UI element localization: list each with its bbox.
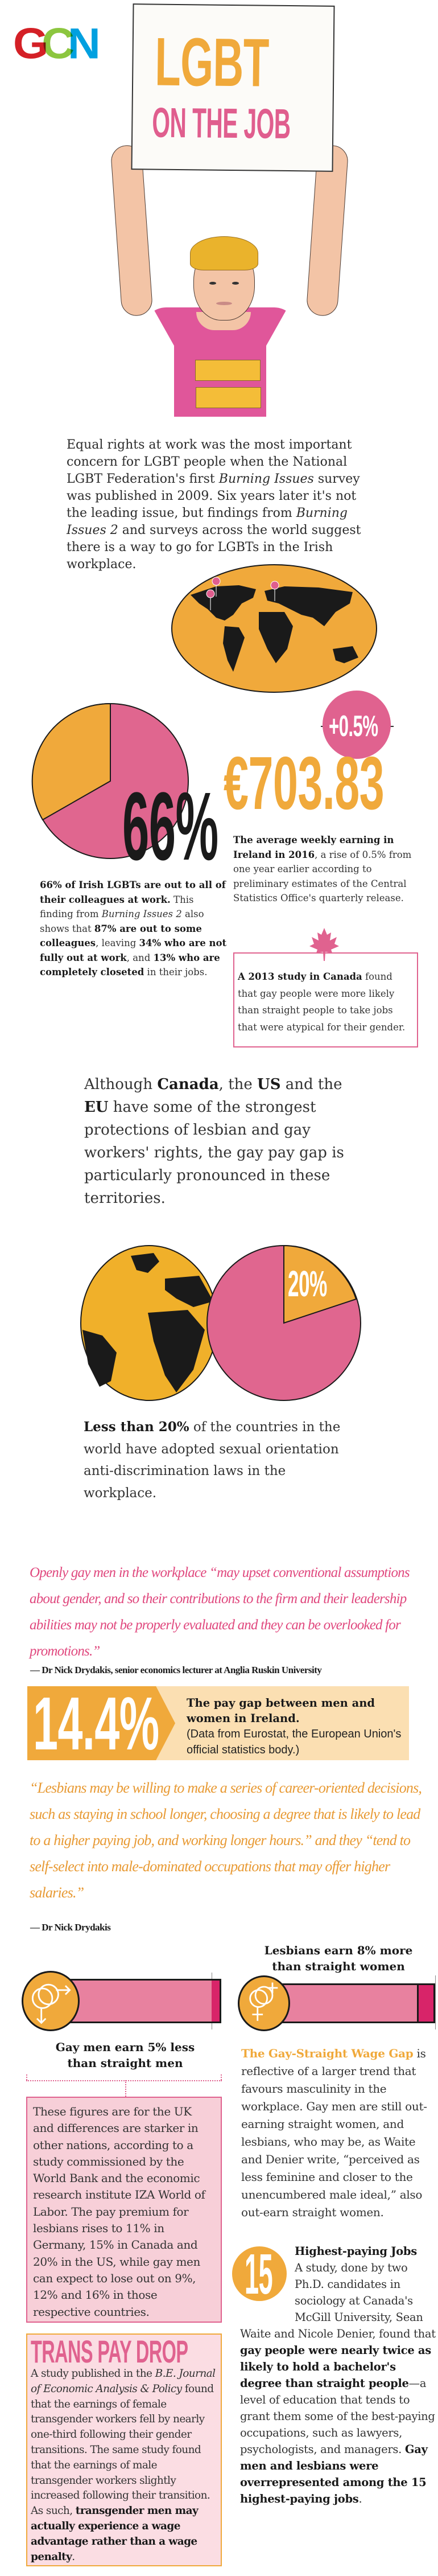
jobs-heading: Highest-paying Jobs	[295, 2245, 417, 2258]
wage-gap-heading: The Gay-Straight Wage Gap	[241, 2047, 414, 2060]
weekly-earning-amount: €703.83	[224, 741, 385, 825]
equality-bar-bottom	[196, 387, 261, 408]
equality-bar-top	[195, 360, 261, 381]
bracket-left	[26, 2074, 27, 2080]
logo-letter-c: C	[42, 19, 75, 68]
quote2-attribution: — Dr Nick Drydakis	[30, 1922, 111, 1933]
lesbians-bar	[282, 1983, 435, 2023]
pay-gap-value: 14.4%	[33, 1682, 159, 1765]
pie-20-label: 20%	[288, 1263, 327, 1304]
world-map-icon	[171, 564, 378, 693]
fifteen-number: 15	[245, 2242, 273, 2306]
sign-subtitle: ON THE JOB	[151, 98, 291, 148]
laws-paragraph: Less than 20% of the countries in the wo…	[84, 1419, 341, 1501]
mouth	[216, 302, 232, 305]
earnings-caption: The average weekly earning in Ireland in…	[233, 835, 412, 903]
sign-title: LGBT	[154, 23, 270, 101]
gay-men-earn-label: Gay men earn 5% less than straight men	[55, 2040, 195, 2070]
out-at-work-caption: 66% of Irish LGBTs are out to all of the…	[40, 880, 227, 977]
fifteen-badge	[232, 2246, 287, 2301]
gcn-logo[interactable]: G C N	[13, 19, 101, 68]
quote-gay-men: Openly gay men in the workplace “may ups…	[30, 1565, 410, 1659]
canada-study-box: A 2013 study in Canada found that gay pe…	[233, 952, 418, 1047]
pie-chart-out-at-work	[31, 702, 189, 859]
quote-attribution: — Dr Nick Drydakis, senior economics lec…	[30, 1665, 322, 1675]
female-female-symbol-icon	[238, 1975, 290, 2031]
stat-66-percent: 66%	[122, 773, 218, 881]
bracket-right	[221, 2074, 222, 2080]
left-arm	[110, 144, 154, 317]
trans-title: TRANS PAY DROP	[31, 2333, 188, 2369]
globe-icon	[80, 1245, 218, 1401]
bracket-line	[26, 2080, 222, 2081]
increase-badge	[323, 691, 391, 759]
hair	[190, 236, 258, 270]
lesbians-marker	[435, 1975, 436, 2029]
trans-pay-drop-box: TRANS PAY DROP A study published in the …	[26, 2333, 222, 2566]
male-male-symbol-icon	[22, 1971, 80, 2031]
logo-letter-g: G	[13, 19, 48, 68]
protest-sign: LGBT ON THE JOB	[131, 3, 335, 172]
gay-men-bar	[63, 1979, 221, 2023]
intro-paragraph: Equal rights at work was the most import…	[67, 438, 361, 572]
wage-gap-paragraph: The Gay-Straight Wage Gap is reflective …	[241, 2047, 427, 2219]
logo-letter-n: N	[68, 19, 101, 68]
right-eye	[232, 282, 239, 285]
increase-badge-label: +0.5%	[329, 710, 378, 743]
uk-figures-box: These figures are for the UK and differe…	[26, 2097, 222, 2323]
lesbians-earn-label: Lesbians earn 8% more than straight wome…	[264, 1944, 413, 1973]
pay-gap-arrow	[27, 1686, 175, 1760]
gay-men-bar-gap	[212, 1981, 220, 2022]
highest-paying-jobs: Highest-paying Jobs A study, done by two …	[240, 2243, 436, 2507]
left-eye	[209, 282, 216, 285]
bracket-stem	[125, 2080, 126, 2097]
lesbians-bar-gain	[417, 1985, 433, 2022]
quote-lesbians: “Lesbians may be willing to make a serie…	[30, 1780, 422, 1901]
protections-paragraph: Although Canada, the US and the EU have …	[84, 1076, 344, 1207]
pay-gap-caption: The pay gap between men and women in Ire…	[187, 1696, 402, 1756]
pie-chart-anti-discrimination	[206, 1244, 361, 1401]
